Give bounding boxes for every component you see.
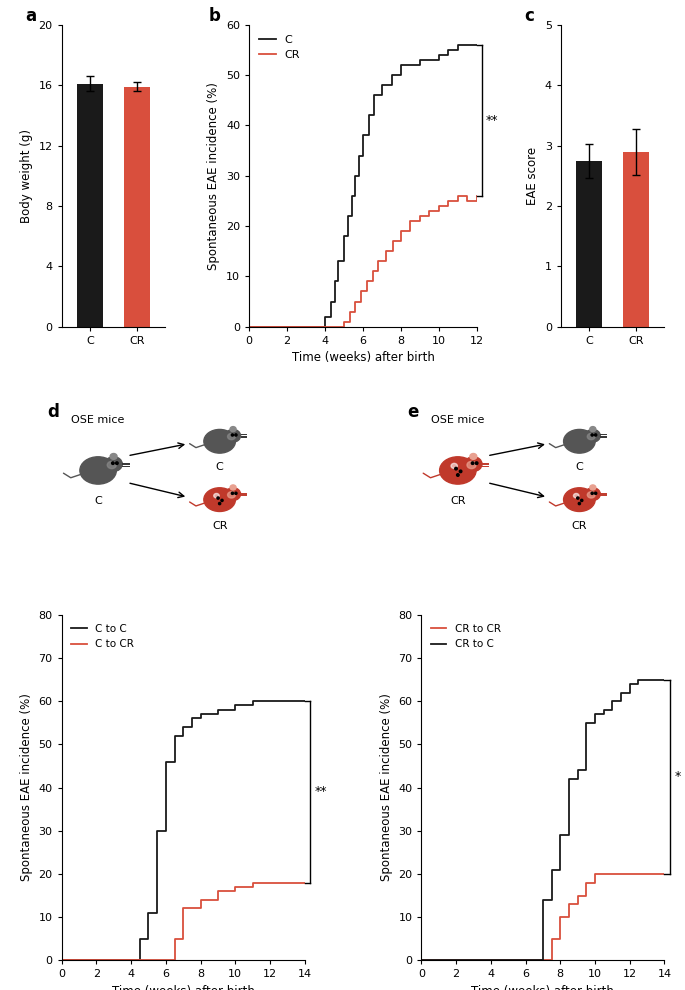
Ellipse shape bbox=[564, 488, 595, 512]
Text: CR: CR bbox=[212, 521, 227, 531]
X-axis label: Time (weeks) after birth: Time (weeks) after birth bbox=[112, 985, 255, 990]
Ellipse shape bbox=[464, 456, 482, 471]
Ellipse shape bbox=[585, 488, 600, 500]
Circle shape bbox=[235, 434, 237, 436]
Ellipse shape bbox=[467, 461, 476, 468]
Circle shape bbox=[455, 467, 458, 470]
Ellipse shape bbox=[587, 434, 595, 440]
Text: a: a bbox=[25, 7, 36, 25]
Ellipse shape bbox=[204, 430, 236, 453]
Y-axis label: EAE score: EAE score bbox=[526, 147, 539, 205]
Ellipse shape bbox=[230, 427, 236, 432]
Circle shape bbox=[232, 492, 234, 494]
Text: d: d bbox=[47, 403, 59, 421]
Circle shape bbox=[577, 497, 579, 499]
Text: C: C bbox=[216, 462, 223, 472]
Legend: CR to CR, CR to C: CR to CR, CR to C bbox=[427, 620, 505, 653]
Circle shape bbox=[112, 462, 114, 464]
Y-axis label: Spontaneous EAE incidence (%): Spontaneous EAE incidence (%) bbox=[208, 82, 221, 269]
Ellipse shape bbox=[470, 453, 477, 459]
Circle shape bbox=[591, 492, 593, 494]
Ellipse shape bbox=[451, 463, 458, 468]
Circle shape bbox=[217, 497, 219, 499]
Circle shape bbox=[457, 474, 459, 476]
Text: **: ** bbox=[315, 785, 327, 798]
Text: C: C bbox=[575, 462, 583, 472]
Ellipse shape bbox=[214, 493, 219, 498]
Text: c: c bbox=[525, 7, 534, 25]
Bar bbox=[124, 87, 150, 327]
Ellipse shape bbox=[227, 434, 236, 440]
Text: e: e bbox=[407, 403, 418, 421]
Ellipse shape bbox=[204, 488, 236, 512]
Legend: C to C, C to CR: C to C, C to CR bbox=[67, 620, 138, 653]
Text: CR: CR bbox=[450, 496, 466, 506]
Text: b: b bbox=[208, 7, 220, 25]
Ellipse shape bbox=[590, 485, 596, 490]
Circle shape bbox=[591, 434, 593, 436]
Circle shape bbox=[460, 470, 462, 472]
Circle shape bbox=[578, 503, 580, 505]
X-axis label: Time (weeks) after birth: Time (weeks) after birth bbox=[471, 985, 614, 990]
Ellipse shape bbox=[105, 456, 122, 471]
Circle shape bbox=[595, 434, 597, 436]
Circle shape bbox=[235, 492, 237, 494]
Text: OSE mice: OSE mice bbox=[431, 415, 484, 425]
Ellipse shape bbox=[80, 456, 116, 484]
Ellipse shape bbox=[440, 456, 476, 484]
Text: C: C bbox=[95, 496, 102, 506]
Bar bbox=[77, 83, 103, 327]
Text: *: * bbox=[675, 770, 681, 783]
Ellipse shape bbox=[573, 493, 579, 498]
Circle shape bbox=[221, 499, 223, 502]
Text: CR: CR bbox=[571, 521, 587, 531]
Circle shape bbox=[595, 492, 597, 494]
Circle shape bbox=[219, 503, 221, 505]
Circle shape bbox=[475, 462, 478, 464]
Bar bbox=[623, 151, 649, 327]
Bar bbox=[576, 160, 602, 327]
Ellipse shape bbox=[564, 430, 595, 453]
Circle shape bbox=[581, 499, 583, 502]
Text: **: ** bbox=[486, 114, 498, 127]
Ellipse shape bbox=[225, 430, 240, 443]
Ellipse shape bbox=[227, 492, 236, 498]
Y-axis label: Spontaneous EAE incidence (%): Spontaneous EAE incidence (%) bbox=[20, 694, 33, 881]
Circle shape bbox=[116, 462, 119, 464]
Y-axis label: Body weight (g): Body weight (g) bbox=[20, 129, 33, 223]
Circle shape bbox=[471, 462, 474, 464]
Ellipse shape bbox=[590, 427, 596, 432]
Legend: C, CR: C, CR bbox=[255, 31, 305, 64]
Ellipse shape bbox=[108, 461, 116, 468]
Ellipse shape bbox=[110, 453, 117, 459]
Text: OSE mice: OSE mice bbox=[71, 415, 125, 425]
Circle shape bbox=[232, 434, 234, 436]
X-axis label: Time (weeks) after birth: Time (weeks) after birth bbox=[292, 351, 434, 364]
Ellipse shape bbox=[585, 430, 600, 443]
Ellipse shape bbox=[225, 488, 240, 500]
Ellipse shape bbox=[587, 492, 595, 498]
Ellipse shape bbox=[230, 485, 236, 490]
Y-axis label: Spontaneous EAE incidence (%): Spontaneous EAE incidence (%) bbox=[379, 694, 393, 881]
